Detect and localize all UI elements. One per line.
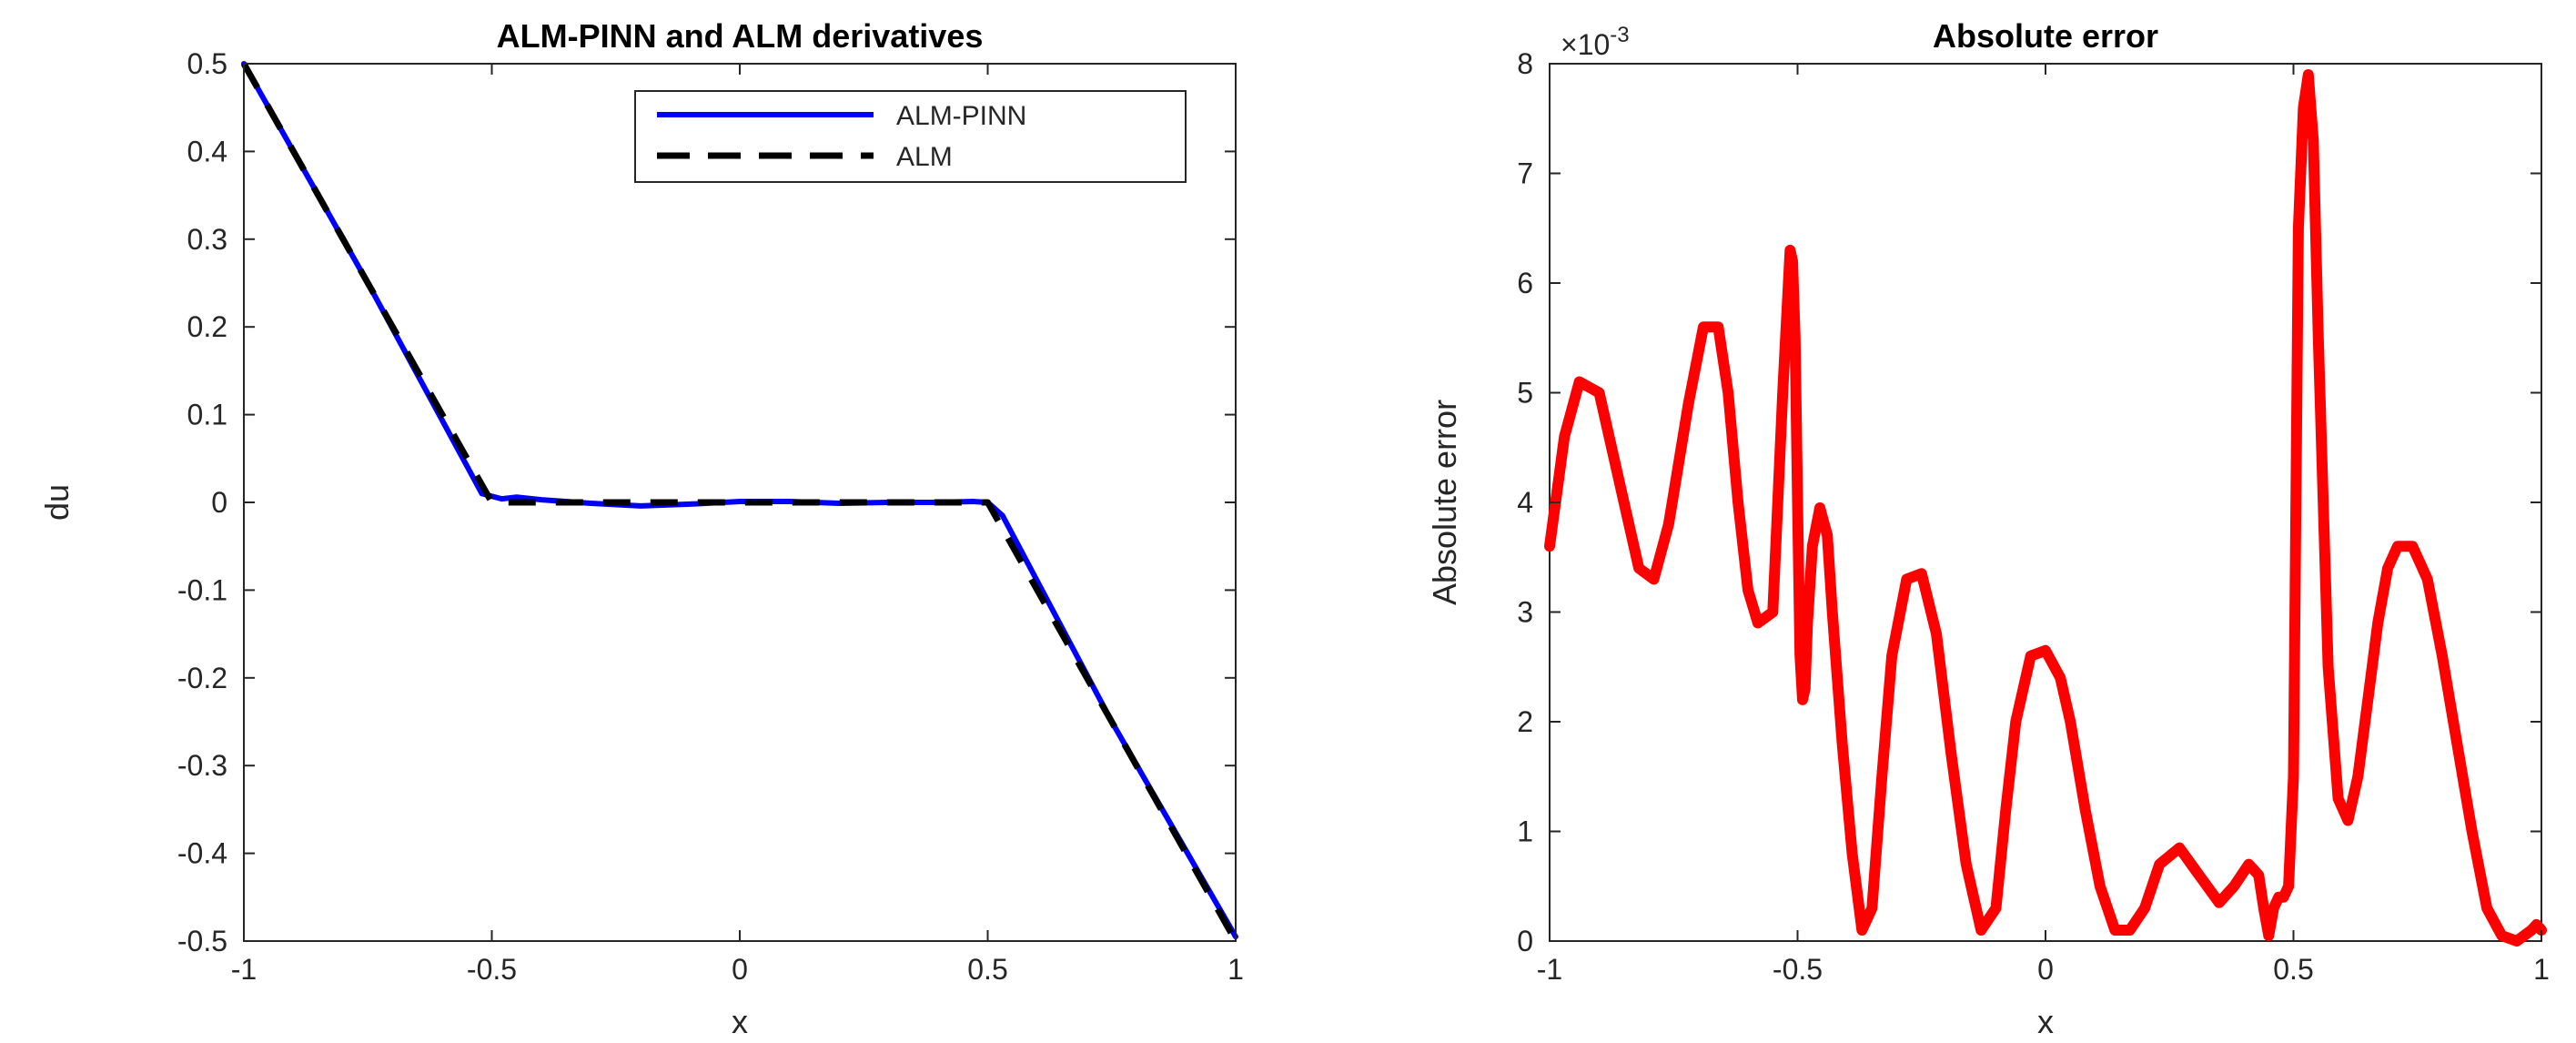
right-x-tick-label: -0.5 xyxy=(1773,953,1823,986)
left-chart-title: ALM-PINN and ALM derivatives xyxy=(497,17,984,55)
right-y-axis-label: Absolute error xyxy=(1426,400,1463,605)
left-y-tick-label: 0.3 xyxy=(187,223,227,256)
left-y-tick-label: -0.2 xyxy=(177,662,227,694)
right-x-tick-label: -1 xyxy=(1537,953,1562,986)
right-y-tick-label: 8 xyxy=(1517,47,1533,80)
left-y-tick-label: 0 xyxy=(211,486,227,519)
left-x-tick-label: -1 xyxy=(231,953,257,986)
left-y-tick-label: 0.1 xyxy=(187,399,227,431)
left-y-tick-label: -0.5 xyxy=(177,925,227,957)
left-y-tick-label: 0.5 xyxy=(187,47,227,80)
right-x-tick-label: 1 xyxy=(2533,953,2550,986)
left-y-axis-label: du xyxy=(38,484,76,521)
exponent-multiplier: ×10-3 xyxy=(1561,23,1630,61)
right-x-tick-label: 0 xyxy=(2037,953,2054,986)
right-chart-title: Absolute error xyxy=(1933,17,2158,55)
right-y-tick-label: 0 xyxy=(1517,925,1533,957)
right-chart-panel: -1 -0.5 0 0.5 1 0 1 2 3 4 5 6 7 8 Absolute error x A… xyxy=(1426,17,2550,1040)
right-x-tick-label: 0.5 xyxy=(2273,953,2313,986)
right-y-tick-label: 5 xyxy=(1517,377,1533,410)
left-y-tick-label: 0.2 xyxy=(187,310,227,343)
left-x-tick-label: 1 xyxy=(1227,953,1244,986)
right-y-tick-label: 1 xyxy=(1517,815,1533,848)
right-y-tick-label: 3 xyxy=(1517,596,1533,629)
left-chart-panel: -1 -0.5 0 0.5 1 -0.5-0.4-0.3-0.2-0.100.10.20… xyxy=(38,17,1244,1040)
left-y-tick-label: -0.1 xyxy=(177,573,227,606)
right-y-tick-label: 2 xyxy=(1517,705,1533,738)
left-x-axis-label: x xyxy=(732,1003,748,1040)
left-y-tick-label: 0.4 xyxy=(187,135,227,167)
right-x-axis-label: x xyxy=(2037,1003,2054,1040)
left-x-tick-label: 0.5 xyxy=(967,953,1007,986)
left-x-tick-label: -0.5 xyxy=(467,953,517,986)
legend-label-alm-pinn: ALM-PINN xyxy=(896,101,1026,131)
left-legend: ALM-PINN ALM xyxy=(634,90,1187,183)
right-plot-area xyxy=(1549,63,2542,942)
left-series-line-1 xyxy=(240,62,1239,943)
left-x-tick-label: 0 xyxy=(732,953,748,986)
right-series-line-0 xyxy=(1544,69,2547,947)
right-y-tick-label: 7 xyxy=(1517,157,1533,190)
legend-label-alm: ALM xyxy=(896,142,953,172)
legend-box xyxy=(634,90,1187,183)
right-y-tick-label: 4 xyxy=(1517,486,1533,519)
right-y-tick-label: 6 xyxy=(1517,267,1533,299)
left-y-tick-label: -0.4 xyxy=(177,837,227,870)
left-y-tick-label: -0.3 xyxy=(177,749,227,782)
